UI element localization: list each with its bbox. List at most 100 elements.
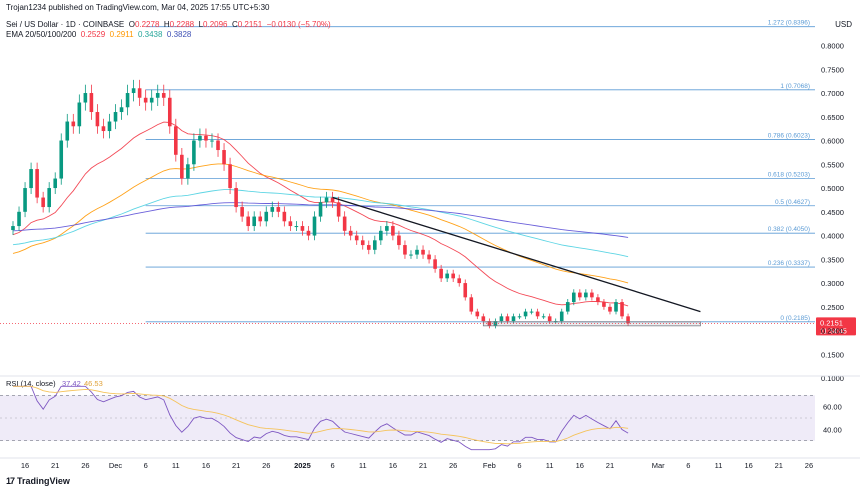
x-tick-label: 11 <box>172 461 180 470</box>
high-value: 0.2288 <box>169 20 195 29</box>
candle-body <box>41 197 45 208</box>
candle-body <box>342 216 347 231</box>
tradingview-brand[interactable]: 17 TradingView <box>6 476 70 486</box>
x-tick-label: 26 <box>449 461 457 470</box>
candle-body <box>113 112 118 122</box>
candle-body <box>523 311 528 317</box>
candle-body <box>596 297 600 303</box>
candle-body <box>65 121 70 141</box>
candle-body <box>517 316 522 318</box>
candle-body <box>11 226 15 231</box>
published-caption: Trojan1234 published on TradingView.com,… <box>6 3 270 12</box>
candle-body <box>614 302 618 312</box>
candle-body <box>59 140 64 179</box>
candle-body <box>433 259 437 269</box>
y-tick-label: 0.7500 <box>821 65 844 74</box>
y-tick-label: 0.3000 <box>821 279 844 288</box>
fib-level-label: 0.382 (0.4050) <box>768 226 810 233</box>
candle-body <box>107 121 112 132</box>
candle-body <box>457 278 462 284</box>
x-tick-label: 11 <box>359 461 367 470</box>
candle-body <box>360 240 365 246</box>
y-tick-label: 0.4000 <box>821 232 844 241</box>
candle-body <box>391 226 395 236</box>
candle-body <box>559 311 564 322</box>
candle-body <box>131 88 136 94</box>
y-tick-label: 0.7000 <box>821 89 844 98</box>
candle-body <box>415 249 419 255</box>
ema-legend[interactable]: EMA 20/50/100/200 0.2529 0.2911 0.3438 0… <box>6 30 191 40</box>
ema20-value: 0.2529 <box>80 30 106 39</box>
x-tick-label: 21 <box>51 461 59 470</box>
x-tick-label: 16 <box>576 461 584 470</box>
candle-body <box>143 97 148 103</box>
resistance-trendline <box>332 196 701 313</box>
candle-body <box>451 273 455 279</box>
candle-body <box>354 235 359 241</box>
candle-body <box>541 316 546 318</box>
symbol-legend[interactable]: Sei / US Dollar · 1D · COINBASE O0.2278 … <box>6 20 331 29</box>
y-tick-label: 0.6500 <box>821 113 844 122</box>
candle-body <box>119 107 124 113</box>
rsi-tick-label: 40.00 <box>823 425 842 434</box>
x-tick-label: 6 <box>517 461 521 470</box>
rsi-value: 37.42 <box>62 379 81 388</box>
candle-body <box>463 283 468 298</box>
candle-body <box>481 316 486 322</box>
ema50-value: 0.2911 <box>109 30 134 39</box>
candle-body <box>445 273 449 279</box>
price-tag-box <box>816 317 856 336</box>
candle-body <box>306 230 311 236</box>
y-tick-label: 0.5000 <box>821 184 844 193</box>
rsi-band-fill <box>0 395 815 441</box>
x-tick-label: 21 <box>232 461 240 470</box>
candle-body <box>155 93 160 98</box>
candle-body <box>336 202 341 217</box>
candle-body <box>240 207 244 217</box>
currency-label: USD <box>835 20 852 29</box>
candle-body <box>584 292 588 298</box>
symbol-title: Sei / US Dollar · 1D · COINBASE <box>6 20 125 29</box>
candle-body <box>578 292 582 298</box>
ema-label: EMA 20/50/100/200 <box>6 30 77 39</box>
rsi-label: RSI (14, close) <box>6 379 56 388</box>
fib-level-label: 1.272 (0.8396) <box>768 20 810 27</box>
candle-body <box>439 268 443 279</box>
candle-body <box>204 135 208 141</box>
candle-body <box>77 102 82 127</box>
y-tick-label: 0.1000 <box>821 374 844 383</box>
candle-body <box>324 197 329 203</box>
x-tick-label: Dec <box>109 461 123 470</box>
open-value: 0.2278 <box>134 20 160 29</box>
x-tick-label: 11 <box>546 461 554 470</box>
x-tick-label: 26 <box>805 461 813 470</box>
candle-body <box>379 230 383 241</box>
brand-name: TradingView <box>17 476 70 486</box>
candle-body <box>198 135 202 141</box>
y-tick-label: 0.4500 <box>821 208 844 217</box>
candle-body <box>282 211 287 222</box>
x-tick-label: Mar <box>652 461 665 470</box>
candle-body <box>602 302 606 307</box>
x-tick-label: 16 <box>202 461 210 470</box>
candle-body <box>23 188 27 212</box>
y-tick-label: 0.3500 <box>821 255 844 264</box>
rsi-line <box>13 385 629 451</box>
candle-body <box>35 169 39 198</box>
x-tick-label: 6 <box>144 461 148 470</box>
candle-body <box>276 207 281 212</box>
candle-body <box>469 297 474 312</box>
candle-body <box>180 154 184 179</box>
candle-body <box>626 316 630 324</box>
ema50-line <box>12 163 629 284</box>
x-tick-label: 2025 <box>294 461 311 470</box>
fib-level-label: 0.5 (0.4627) <box>775 199 810 206</box>
price-tag-value: 0.2151 <box>820 318 843 327</box>
x-tick-label: 21 <box>419 461 427 470</box>
candle-body <box>565 302 570 312</box>
y-tick-label: 0.2000 <box>821 327 844 336</box>
candle-body <box>246 216 250 227</box>
candle-body <box>264 211 269 222</box>
candle-body <box>312 216 317 236</box>
